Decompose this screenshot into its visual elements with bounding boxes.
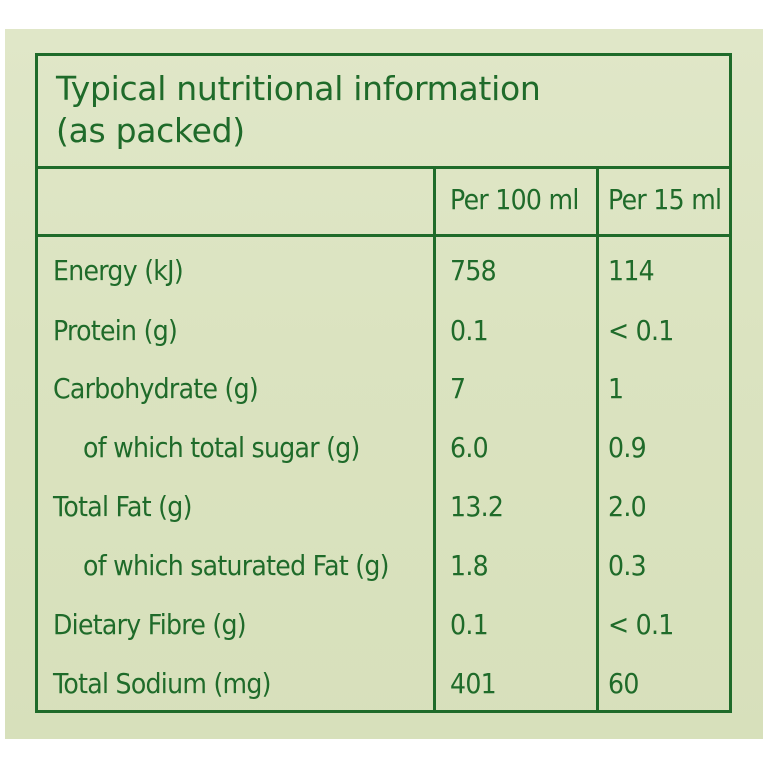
title-line-2: (as packed) [56, 111, 245, 150]
row-label: Dietary Fibre (g) [53, 608, 247, 641]
title-line-1: Typical nutritional information [56, 69, 541, 108]
row-per100: 13.2 [450, 490, 504, 523]
nutrition-table: Typical nutritional information (as pack… [35, 53, 732, 713]
header-divider [38, 234, 729, 237]
row-per15: 0.9 [608, 431, 647, 464]
row-per100: 401 [450, 667, 497, 700]
row-per100: 6.0 [450, 431, 489, 464]
row-per15: 114 [608, 254, 655, 287]
row-per100: 0.1 [450, 608, 489, 641]
column-divider-2 [596, 166, 599, 713]
row-label: Carbohydrate (g) [53, 372, 259, 405]
header-per-100ml: Per 100 ml [450, 183, 579, 216]
row-label: Total Fat (g) [53, 490, 192, 523]
row-label: Protein (g) [53, 314, 178, 347]
row-per100: 0.1 [450, 314, 489, 347]
row-per15: 60 [608, 667, 639, 700]
row-label-indented: of which total sugar (g) [83, 431, 360, 464]
row-per15: 0.3 [608, 549, 647, 582]
row-label: Energy (kJ) [53, 254, 184, 287]
row-per15: < 0.1 [608, 608, 674, 641]
row-per100: 7 [450, 372, 466, 405]
row-per15: 2.0 [608, 490, 647, 523]
header-per-15ml: Per 15 ml [608, 183, 722, 216]
row-per15: < 0.1 [608, 314, 674, 347]
row-label: Total Sodium (mg) [53, 667, 271, 700]
column-divider-1 [433, 166, 436, 713]
title-divider [38, 166, 729, 169]
row-label-indented: of which saturated Fat (g) [83, 549, 390, 582]
row-per15: 1 [608, 372, 624, 405]
row-per100: 1.8 [450, 549, 489, 582]
table-title: Typical nutritional information (as pack… [56, 68, 716, 152]
label-background [5, 29, 763, 739]
row-per100: 758 [450, 254, 497, 287]
